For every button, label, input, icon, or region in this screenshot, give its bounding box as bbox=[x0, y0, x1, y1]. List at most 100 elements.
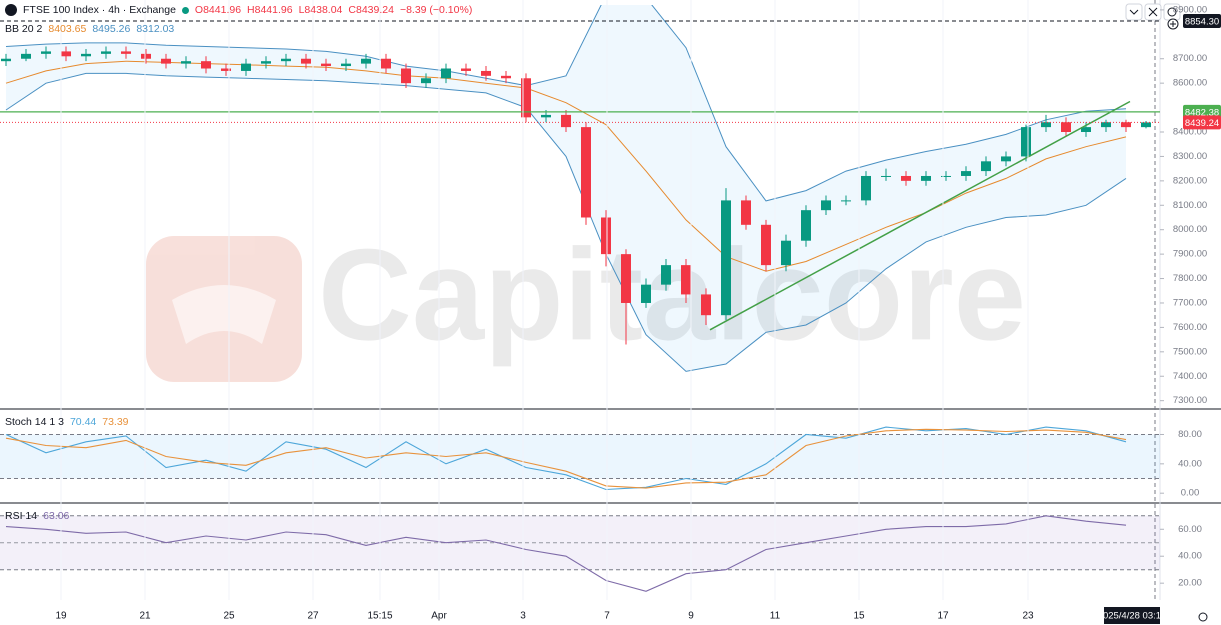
price-tag bbox=[1183, 104, 1221, 119]
x-tick-label: 11 bbox=[770, 611, 781, 622]
candle-body bbox=[421, 78, 431, 84]
candle-body bbox=[741, 200, 751, 225]
ohlc-label: C8439.24 bbox=[348, 4, 394, 16]
y-tick-label: 7500.00 bbox=[1173, 346, 1207, 357]
band-fill bbox=[0, 434, 1160, 479]
y-tick-label: 8300.00 bbox=[1173, 151, 1207, 162]
y-tick-label: 8600.00 bbox=[1173, 78, 1207, 89]
indicator-title: RSI 14 bbox=[5, 510, 38, 522]
candle-body bbox=[801, 210, 811, 241]
candle-body bbox=[121, 51, 131, 54]
candle-body bbox=[701, 294, 711, 316]
x-tick-label: 19 bbox=[55, 611, 67, 622]
icon bbox=[1129, 9, 1139, 15]
x-tick-label: 25 bbox=[223, 611, 235, 622]
candle-body bbox=[481, 70, 491, 76]
rsi-legend: RSI 14 63.06 bbox=[5, 510, 69, 522]
header: FTSE 100 Index · 4h · Exchange O8441.96 H… bbox=[5, 4, 472, 16]
candle-body bbox=[981, 161, 991, 172]
x-tick-label: 17 bbox=[937, 611, 949, 622]
x-tick-label: 3 bbox=[520, 611, 526, 622]
y-tick-label: 8100.00 bbox=[1173, 200, 1207, 211]
candle-body bbox=[1081, 127, 1091, 133]
candle-body bbox=[241, 63, 251, 71]
y-tick-label: 7300.00 bbox=[1173, 395, 1207, 406]
candle-body bbox=[881, 175, 891, 177]
settings-button[interactable] bbox=[1198, 612, 1208, 622]
indicator-value: 8403.65 bbox=[48, 23, 87, 35]
y-tick-label: 8700.00 bbox=[1173, 53, 1207, 64]
candle-body bbox=[361, 58, 371, 64]
icon bbox=[1170, 21, 1176, 27]
indicator-value: 8312.03 bbox=[136, 23, 175, 35]
toolbar-button[interactable] bbox=[1125, 3, 1143, 21]
candle-body bbox=[961, 171, 971, 176]
watermark-logo-shape bbox=[172, 285, 276, 344]
y-tick-label: 7700.00 bbox=[1173, 297, 1207, 308]
candle-body bbox=[21, 53, 31, 59]
candle-body bbox=[841, 200, 851, 202]
trend-line bbox=[709, 100, 1131, 331]
price-tag-label: 8854.30 bbox=[1185, 17, 1219, 28]
indicator-line bbox=[5, 428, 1127, 489]
price-tag bbox=[1183, 14, 1221, 29]
candle-body bbox=[461, 68, 471, 71]
y-tick-label: 8400.00 bbox=[1173, 127, 1207, 138]
candle-body bbox=[781, 240, 791, 266]
y-tick-label: 8200.00 bbox=[1173, 175, 1207, 186]
toolbar bbox=[1125, 3, 1208, 622]
y-tick-label: 7400.00 bbox=[1173, 371, 1207, 382]
candle-body bbox=[861, 175, 871, 201]
y-tick-label: 20.00 bbox=[1178, 578, 1202, 589]
status-dot bbox=[181, 6, 189, 14]
symbol-icon bbox=[5, 4, 17, 16]
indicator-value: 70.44 bbox=[69, 416, 97, 428]
price-tag-label: 8439.24 bbox=[1185, 118, 1219, 129]
pane bbox=[1, 5, 1151, 372]
candle-body bbox=[81, 53, 91, 57]
candle-body bbox=[101, 51, 111, 54]
symbol-title: FTSE 100 Index · 4h · Exchange bbox=[23, 4, 176, 16]
icon bbox=[1148, 7, 1158, 17]
candle-body bbox=[941, 175, 951, 177]
candle-body bbox=[41, 51, 51, 54]
candle-body bbox=[1021, 127, 1031, 157]
candle-body bbox=[721, 200, 731, 316]
candle-body bbox=[1001, 156, 1011, 162]
watermark: Capitalcore bbox=[146, 221, 1026, 382]
band-fill bbox=[6, 5, 1126, 372]
candle-body bbox=[541, 114, 551, 118]
x-tick-label: 15 bbox=[853, 611, 865, 622]
pane bbox=[0, 515, 1160, 592]
indicator-legend: BB 20 2 8403.65 8495.26 8312.03 bbox=[5, 23, 174, 35]
watermark-text: Capitalcore bbox=[318, 221, 1026, 367]
candle-body bbox=[1, 58, 11, 62]
band-fill bbox=[0, 515, 1160, 570]
x-tick-label: 7 bbox=[604, 611, 610, 622]
candle-body bbox=[681, 265, 691, 295]
indicator-value: 63.06 bbox=[43, 510, 70, 522]
candle-body bbox=[561, 114, 571, 128]
candle-body bbox=[661, 265, 671, 285]
ohlc-label: −8.39 (−0.10%) bbox=[399, 4, 473, 16]
y-tick-label: 80.00 bbox=[1178, 429, 1202, 440]
candle-body bbox=[921, 175, 931, 181]
stoch-legend: Stoch 14 1 3 70.44 73.39 bbox=[5, 416, 129, 428]
candle-body bbox=[221, 68, 231, 71]
ohlc-label: L8438.04 bbox=[298, 4, 343, 16]
candle-body bbox=[281, 58, 291, 62]
y-tick-label: 8000.00 bbox=[1173, 224, 1207, 235]
ohlc-label: O8441.96 bbox=[194, 4, 242, 16]
x-tick-label: Apr bbox=[431, 611, 447, 622]
x-tick-label: 21 bbox=[139, 611, 151, 622]
indicator-title: Stoch 14 1 3 bbox=[5, 416, 64, 428]
bollinger-basis bbox=[5, 60, 1127, 272]
candle-body bbox=[181, 61, 191, 64]
crosshair-label-box bbox=[1104, 607, 1160, 624]
x-tick-label: 23 bbox=[1022, 611, 1034, 622]
icon bbox=[1167, 7, 1177, 17]
y-tick-label: 40.00 bbox=[1178, 458, 1202, 469]
candle-body bbox=[601, 217, 611, 255]
